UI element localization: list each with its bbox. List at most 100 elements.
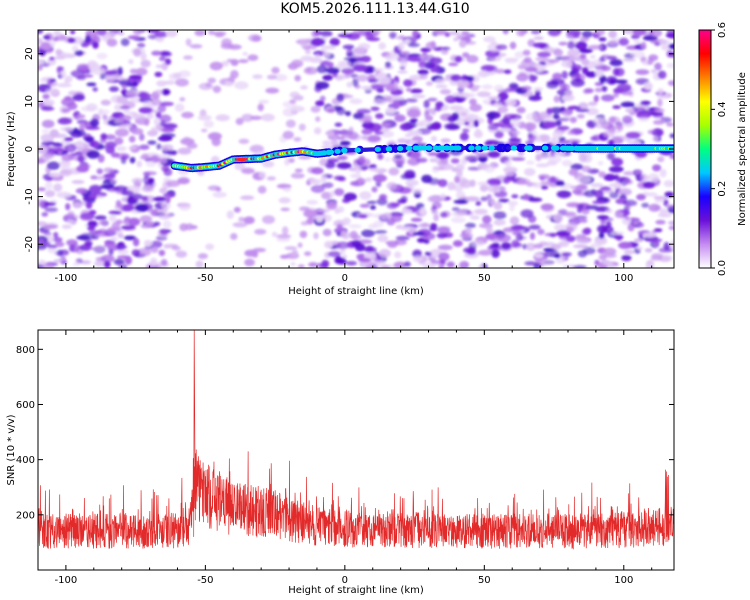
heatmap-cell — [418, 55, 433, 59]
heatmap-cell — [321, 182, 334, 189]
heatmap-cell — [585, 205, 600, 210]
heatmap-cell — [159, 228, 169, 236]
heatmap-cell — [372, 98, 387, 106]
heatmap-cell — [417, 69, 429, 75]
heatmap-cell — [397, 138, 408, 144]
heatmap-cell — [494, 68, 506, 74]
heatmap-cell — [417, 237, 426, 243]
heatmap-cell — [157, 104, 167, 113]
heatmap-cell — [139, 133, 145, 141]
heatmap-cell — [324, 161, 336, 169]
snr-panel: -100 -50 0 50 100 200 400 600 800 Height of stra… — [6, 329, 675, 596]
heatmap-cell — [38, 239, 45, 245]
heatmap-cell — [562, 264, 577, 268]
heatmap-cell — [158, 249, 166, 257]
heatmap-cell — [484, 164, 495, 173]
heatmap-cell — [322, 50, 330, 59]
heatmap-cell — [146, 221, 155, 227]
heatmap-cell — [342, 217, 351, 226]
heatmap-cell — [394, 251, 402, 259]
heatmap-cell — [157, 135, 173, 142]
heatmap-cell — [43, 224, 59, 229]
heatmap-cell — [460, 179, 473, 189]
heatmap-cell — [556, 181, 565, 186]
heatmap-cell — [588, 101, 598, 107]
heatmap-cell — [655, 219, 666, 225]
heatmap-cell — [47, 244, 58, 249]
heatmap-cell — [132, 237, 140, 247]
colorbar-label: Normalized spectral amplitude — [737, 72, 748, 226]
heatmap-cell — [276, 237, 291, 242]
heatmap-cell — [393, 261, 407, 268]
heatmap-cell — [147, 140, 157, 145]
heatmap-cell — [271, 66, 280, 74]
heatmap-cell — [523, 168, 536, 176]
heatmap-cell — [137, 42, 146, 49]
heatmap-cell — [523, 57, 532, 64]
heatmap-cell — [527, 197, 543, 202]
heatmap-cell — [88, 209, 97, 216]
heatmap-cell — [613, 235, 624, 240]
heatmap-cell — [378, 248, 391, 258]
heatmap-cell — [372, 174, 387, 183]
heatmap-cell — [478, 264, 484, 268]
heatmap-cell — [57, 160, 72, 168]
heatmap-cell — [528, 74, 535, 80]
heatmap-cell — [118, 233, 124, 239]
heatmap-cell — [42, 93, 50, 100]
heatmap-cell — [254, 228, 267, 235]
heatmap-cell — [212, 191, 227, 198]
heatmap-cell — [304, 49, 312, 55]
heatmap-cell — [156, 80, 167, 87]
heatmap-cell — [495, 44, 508, 50]
ridge-point — [425, 145, 433, 151]
ridge-point — [396, 145, 404, 152]
heatmap-cell — [75, 188, 88, 194]
heatmap-cell — [205, 243, 215, 251]
heatmap-cell — [104, 134, 116, 141]
heatmap-cell — [280, 207, 291, 212]
heatmap-cell — [378, 194, 388, 201]
heatmap-xlabel: Height of straight line (km) — [288, 286, 424, 297]
heatmap-cell — [207, 77, 216, 84]
heatmap-cell — [161, 62, 169, 71]
heatmap-cell — [546, 81, 559, 89]
heatmap-cell — [381, 265, 391, 268]
heatmap-cell — [294, 75, 302, 82]
heatmap-cell — [373, 67, 385, 73]
heatmap-cell — [493, 211, 507, 220]
heatmap-cell — [117, 66, 123, 76]
y-tick-label: -20 — [24, 236, 35, 252]
heatmap-cell — [561, 70, 568, 79]
heatmap-cell — [631, 50, 646, 59]
heatmap-cell — [601, 85, 608, 92]
heatmap-cell — [53, 237, 63, 243]
heatmap-cell — [346, 81, 353, 88]
heatmap-cell — [143, 239, 153, 247]
heatmap-cell — [385, 107, 396, 114]
heatmap-cell — [432, 30, 448, 36]
heatmap-cell — [226, 210, 234, 219]
ridge-point — [374, 146, 381, 152]
heatmap-cell — [439, 211, 448, 218]
heatmap-cell — [131, 81, 138, 87]
heatmap-cell — [431, 121, 442, 130]
heatmap-cell — [585, 71, 598, 78]
heatmap-cell — [410, 217, 423, 222]
heatmap-cell — [470, 87, 479, 92]
heatmap-cell — [282, 187, 292, 193]
heatmap-cell — [353, 64, 368, 72]
heatmap-cell — [150, 209, 158, 217]
heatmap-cell — [103, 243, 118, 248]
heatmap-cell — [201, 128, 208, 133]
heatmap-cell — [174, 103, 185, 112]
ridge-point — [405, 145, 413, 151]
ridge-point — [334, 148, 341, 154]
heatmap-cell — [238, 216, 245, 222]
heatmap-cell — [385, 61, 392, 68]
heatmap-cell — [127, 35, 141, 40]
heatmap-cell — [313, 232, 319, 240]
heatmap-cell — [598, 171, 606, 178]
heatmap-cell — [612, 136, 621, 141]
heatmap-cell — [388, 167, 400, 176]
